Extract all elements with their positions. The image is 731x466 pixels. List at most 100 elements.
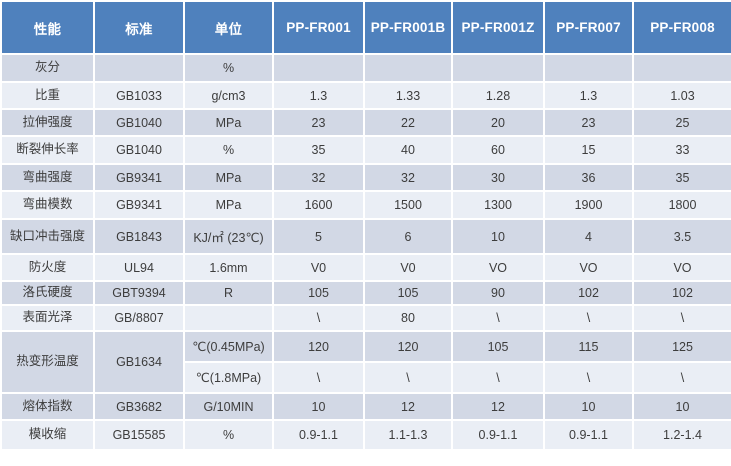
table-row-heat-deflection-18: ℃(1.8MPa) \ \ \ \ \ (1, 361, 731, 394)
standard-cell: GB1634 (93, 330, 185, 394)
value-cell: 1.1-1.3 (363, 419, 453, 451)
value-cell: \ (363, 361, 453, 394)
row-label: 模收缩 (0, 419, 95, 451)
value-cell: VO (543, 253, 634, 282)
value-cell: 115 (543, 330, 634, 363)
value-cell: 0.9-1.1 (543, 419, 634, 451)
value-cell: 12 (451, 392, 545, 421)
value-cell: 15 (543, 135, 634, 165)
value-cell: \ (543, 304, 634, 332)
value-cell: \ (451, 304, 545, 332)
value-cell (632, 53, 731, 83)
value-cell: 10 (632, 392, 731, 421)
value-cell: 23 (543, 108, 634, 137)
col-header-standard: 标准 (93, 0, 185, 55)
value-cell: 90 (451, 280, 545, 306)
unit-cell: % (183, 419, 274, 451)
value-cell: 32 (272, 163, 365, 192)
standard-cell: GB1040 (93, 108, 185, 137)
standard-cell: GB1040 (93, 135, 185, 165)
row-label: 拉伸强度 (0, 108, 95, 137)
value-cell: 125 (632, 330, 731, 363)
table-row-melt-index: 熔体指数 GB3682 G/10MIN 10 12 12 10 10 (0, 392, 731, 421)
table-row-flexural-modulus: 弯曲模数 GB9341 MPa 1600 1500 1300 1900 1800 (0, 190, 731, 220)
table-row-specific-gravity: 比重 GB1033 g/cm3 1.3 1.33 1.28 1.3 1.03 (0, 81, 731, 110)
standard-cell: GB3682 (93, 392, 185, 421)
value-cell: 1500 (363, 190, 453, 220)
table-row-ash: 灰分 % (0, 53, 731, 83)
value-cell: \ (272, 361, 365, 394)
unit-cell: R (183, 280, 274, 306)
col-header-pp-fr001z: PP-FR001Z (451, 0, 545, 55)
value-cell: 3.5 (632, 218, 731, 255)
value-cell: 35 (632, 163, 731, 192)
unit-cell: KJ/㎡ (23℃) (183, 218, 274, 255)
value-cell: 10 (543, 392, 634, 421)
row-label: 防火度 (0, 253, 95, 282)
value-cell: 4 (543, 218, 634, 255)
value-cell: 10 (272, 392, 365, 421)
value-cell: \ (632, 361, 731, 394)
col-header-pp-fr001: PP-FR001 (272, 0, 365, 55)
value-cell: 12 (363, 392, 453, 421)
standard-cell: GB1843 (93, 218, 185, 255)
table-row-mold-shrinkage: 模收缩 GB15585 % 0.9-1.1 1.1-1.3 0.9-1.1 0.… (0, 419, 731, 451)
standard-cell: GB9341 (93, 190, 185, 220)
row-label: 表面光泽 (0, 304, 95, 332)
value-cell: 102 (543, 280, 634, 306)
row-label: 洛氏硬度 (0, 280, 95, 306)
col-header-unit: 单位 (183, 0, 274, 55)
unit-cell: MPa (183, 163, 274, 192)
value-cell: 60 (451, 135, 545, 165)
value-cell: 1600 (272, 190, 365, 220)
value-cell: 1.33 (363, 81, 453, 110)
value-cell: 30 (451, 163, 545, 192)
value-cell: 1.3 (272, 81, 365, 110)
unit-cell: MPa (183, 190, 274, 220)
unit-cell: ℃(1.8MPa) (183, 361, 274, 394)
unit-cell (183, 304, 274, 332)
table-row-flexural-strength: 弯曲强度 GB9341 MPa 32 32 30 36 35 (0, 163, 731, 192)
value-cell: 36 (543, 163, 634, 192)
value-cell: 1.03 (632, 81, 731, 110)
value-cell: VO (451, 253, 545, 282)
standard-cell: GB9341 (93, 163, 185, 192)
table-row-flame-rating: 防火度 UL94 1.6mm V0 V0 VO VO VO (0, 253, 731, 282)
row-label: 弯曲强度 (0, 163, 95, 192)
value-cell: 20 (451, 108, 545, 137)
value-cell: 10 (451, 218, 545, 255)
value-cell (363, 53, 453, 83)
value-cell: 1.28 (451, 81, 545, 110)
col-header-pp-fr001b: PP-FR001B (363, 0, 453, 55)
row-label: 断裂伸长率 (0, 135, 95, 165)
value-cell: 102 (632, 280, 731, 306)
value-cell: 25 (632, 108, 731, 137)
value-cell: \ (272, 304, 365, 332)
standard-cell (93, 53, 185, 83)
value-cell: 1300 (451, 190, 545, 220)
unit-cell: % (183, 135, 274, 165)
value-cell (272, 53, 365, 83)
row-label: 缺口冲击强度 (0, 218, 95, 255)
value-cell: 105 (451, 330, 545, 363)
row-label: 热变形温度 (0, 330, 95, 394)
value-cell: \ (543, 361, 634, 394)
table-row-surface-gloss: 表面光泽 GB/8807 \ 80 \ \ \ (0, 304, 731, 332)
value-cell: 120 (272, 330, 365, 363)
table-row-rockwell-hardness: 洛氏硬度 GBT9394 R 105 105 90 102 102 (0, 280, 731, 306)
unit-cell: % (183, 53, 274, 83)
value-cell: V0 (272, 253, 365, 282)
value-cell: 32 (363, 163, 453, 192)
standard-cell: GBT9394 (93, 280, 185, 306)
col-header-property: 性能 (0, 0, 95, 55)
value-cell: 35 (272, 135, 365, 165)
value-cell: 105 (363, 280, 453, 306)
value-cell: V0 (363, 253, 453, 282)
value-cell: 1900 (543, 190, 634, 220)
value-cell: VO (632, 253, 731, 282)
value-cell: 1.2-1.4 (632, 419, 731, 451)
header-row: 性能 标准 单位 PP-FR001 PP-FR001B PP-FR001Z PP… (0, 0, 731, 55)
col-header-pp-fr007: PP-FR007 (543, 0, 634, 55)
unit-cell: g/cm3 (183, 81, 274, 110)
value-cell (451, 53, 545, 83)
